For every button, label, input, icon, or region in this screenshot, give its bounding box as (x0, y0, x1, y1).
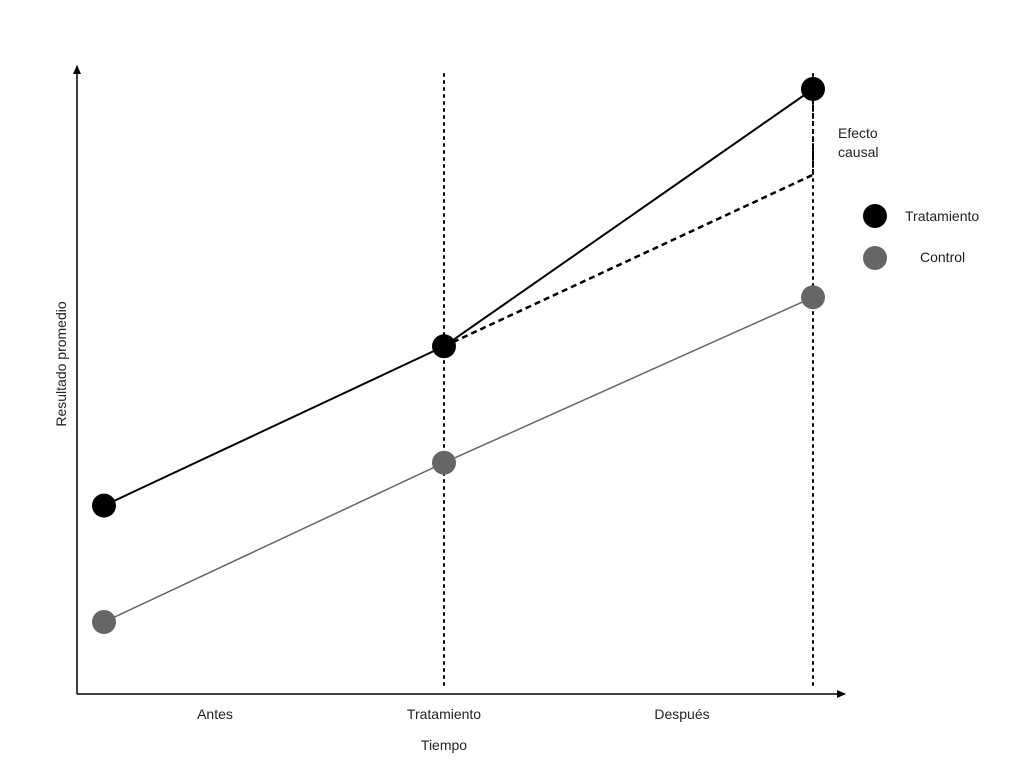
series-lines (103, 88, 814, 623)
x-axis-label: Tiempo (421, 737, 467, 753)
x-tick-labels: Antes Tratamiento Después (197, 706, 710, 722)
point-treatment-2 (801, 77, 825, 101)
x-tick-label: Antes (197, 706, 233, 722)
legend: Tratamiento Control (863, 204, 979, 270)
point-treatment-0 (92, 493, 116, 518)
series-line-treatment (103, 88, 814, 507)
vertical-guides (443, 73, 814, 687)
legend-label-treatment: Tratamiento (905, 208, 979, 224)
legend-label-control: Control (920, 249, 965, 265)
x-tick-label: Tratamiento (407, 706, 481, 722)
legend-marker-treatment (863, 204, 887, 228)
point-control-0 (92, 610, 116, 634)
annotation-line-2: causal (838, 144, 878, 160)
point-control-1 (432, 450, 456, 475)
point-control-2 (801, 285, 825, 310)
series-line-control (103, 296, 814, 623)
point-treatment-1 (432, 334, 456, 359)
x-tick-label: Después (654, 706, 709, 722)
legend-marker-control (863, 246, 887, 270)
data-points (92, 77, 825, 634)
y-axis-label: Resultado promedio (53, 301, 69, 427)
counterfactual-line (443, 173, 814, 348)
annotation-line-1: Efecto (838, 125, 878, 141)
annotation-causal-effect: Efecto causal (838, 125, 878, 160)
